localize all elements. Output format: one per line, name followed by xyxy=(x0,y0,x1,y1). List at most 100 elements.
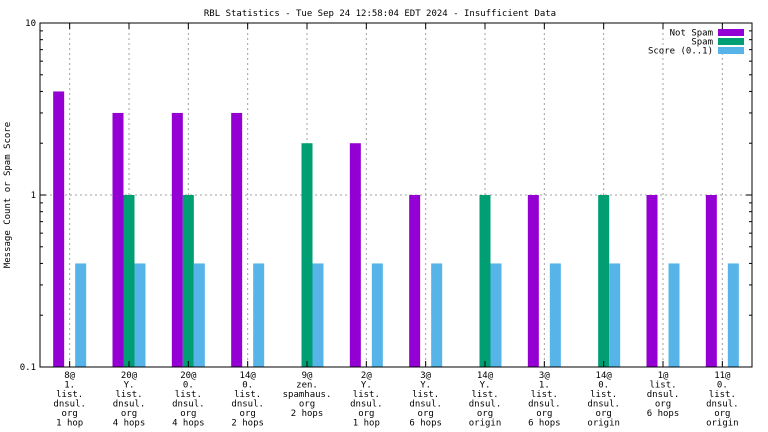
x-tick-label-line: org xyxy=(299,400,315,410)
x-tick-label-line: 1. xyxy=(539,381,550,391)
x-tick-label-line: org xyxy=(536,409,552,419)
x-tick-label: 3@ Y. list. dnsul. org 6 hops xyxy=(409,371,442,429)
x-tick-label-line: org xyxy=(62,409,78,419)
x-tick-label-line: org xyxy=(121,409,137,419)
x-tick-label-line: Y. xyxy=(480,381,491,391)
x-tick-label-line: 9@ xyxy=(302,371,313,381)
x-tick-label: 11@ 0. list. dnsul. org origin xyxy=(706,371,739,429)
x-tick-label-line: list. xyxy=(56,390,83,400)
bar-not-spam xyxy=(53,91,65,367)
bar-spam xyxy=(479,195,491,367)
bar-spam xyxy=(598,195,610,367)
x-tick-label-line: list. xyxy=(234,390,261,400)
bar-spam xyxy=(301,143,313,367)
bar-score-0-1 xyxy=(727,263,739,367)
x-tick-label-line: org xyxy=(655,400,671,410)
bar-not-spam xyxy=(646,195,658,367)
bar-not-spam xyxy=(349,143,361,367)
x-tick-label-line: list. xyxy=(531,390,558,400)
bar-spam xyxy=(182,195,194,367)
x-tick-label-line: origin xyxy=(706,419,739,429)
bar-not-spam xyxy=(409,195,421,367)
bar-score-0-1 xyxy=(609,263,621,367)
x-tick-label-line: 14@ xyxy=(240,371,257,381)
bar-spam xyxy=(123,195,135,367)
x-tick-label-line: dnsul. xyxy=(409,400,442,410)
x-tick-label-line: list. xyxy=(649,381,676,391)
bar-score-0-1 xyxy=(490,263,502,367)
bar-score-0-1 xyxy=(312,263,324,367)
x-tick-label-line: dnsul. xyxy=(350,400,383,410)
x-tick-label-line: 14@ xyxy=(596,371,613,381)
legend-swatch xyxy=(718,47,744,54)
x-tick-label-line: origin xyxy=(469,419,502,429)
x-tick-label-line: 6 hops xyxy=(647,409,680,419)
y-tick-label: 0.1 xyxy=(20,363,36,373)
x-tick-label-line: 1@ xyxy=(658,371,669,381)
x-tick-label-line: dnsul. xyxy=(172,400,205,410)
x-tick-label: 9@ zen. spamhaus. org 2 hops xyxy=(283,371,332,419)
x-tick-label-line: zen. xyxy=(296,381,318,391)
x-tick-label-line: 20@ xyxy=(121,371,138,381)
bar-score-0-1 xyxy=(431,263,443,367)
x-tick-label-line: 3@ xyxy=(420,371,431,381)
x-tick-label-line: 1 hop xyxy=(56,419,83,429)
bar-score-0-1 xyxy=(75,263,87,367)
x-tick-label-line: Y. xyxy=(420,381,431,391)
x-tick-label-line: 8@ xyxy=(64,371,75,381)
x-tick-label: 20@ Y. list. dnsul. org 4 hops xyxy=(113,371,146,429)
bar-not-spam xyxy=(527,195,539,367)
x-tick-label-line: 2 hops xyxy=(291,409,324,419)
legend-label: Spam xyxy=(691,38,713,48)
x-tick-label-line: org xyxy=(180,409,196,419)
x-tick-label-line: dnsul. xyxy=(113,400,146,410)
x-tick-label-line: list. xyxy=(412,390,439,400)
x-tick-label-line: 0. xyxy=(598,381,609,391)
x-tick-label-line: 11@ xyxy=(714,371,731,381)
bar-score-0-1 xyxy=(134,263,146,367)
x-tick-label-line: dnsul. xyxy=(647,390,680,400)
x-tick-label-line: 3@ xyxy=(539,371,550,381)
x-tick-label-line: 0. xyxy=(717,381,728,391)
x-tick-label: 14@ Y. list. dnsul. org origin xyxy=(469,371,502,429)
x-tick-label-line: 14@ xyxy=(477,371,494,381)
x-tick-label-line: 1 hop xyxy=(353,419,380,429)
x-tick-label-line: dnsul. xyxy=(706,400,739,410)
x-tick-label-line: list. xyxy=(353,390,380,400)
chart-title: RBL Statistics - Tue Sep 24 12:58:04 EDT… xyxy=(204,9,556,19)
x-tick-label-line: list. xyxy=(175,390,202,400)
legend-label: Score (0..1) xyxy=(648,47,713,57)
x-tick-label-line: org xyxy=(358,409,374,419)
bar-not-spam xyxy=(171,112,183,367)
x-tick-label-line: org xyxy=(596,409,612,419)
x-tick-label-line: dnsul. xyxy=(53,400,86,410)
x-tick-label: 2@ Y. list. dnsul. org 1 hop xyxy=(350,371,383,429)
x-tick-label-line: org xyxy=(714,409,730,419)
x-tick-label: 14@ 0. list. dnsul. org 2 hops xyxy=(231,371,264,429)
x-tick-label-line: dnsul. xyxy=(587,400,620,410)
x-tick-label-line: 4 hops xyxy=(172,419,205,429)
bar-score-0-1 xyxy=(371,263,383,367)
x-tick-label-line: list. xyxy=(590,390,617,400)
bar-not-spam xyxy=(112,112,124,367)
bar-not-spam xyxy=(705,195,717,367)
bar-score-0-1 xyxy=(668,263,680,367)
plot-frame xyxy=(39,22,753,368)
x-tick-label: 3@ 1. list. dnsul. org 6 hops xyxy=(528,371,561,429)
x-tick-label-line: Y. xyxy=(361,381,372,391)
bar-not-spam xyxy=(231,112,243,367)
x-tick-label-line: 0. xyxy=(183,381,194,391)
x-tick-label: 14@ 0. list. dnsul. org origin xyxy=(587,371,620,429)
y-tick-label: 1 xyxy=(31,191,36,201)
x-tick-label-line: list. xyxy=(709,390,736,400)
x-tick-label-line: 2@ xyxy=(361,371,372,381)
x-tick-label-line: 6 hops xyxy=(528,419,561,429)
legend-swatch xyxy=(718,29,744,36)
y-tick-label: 10 xyxy=(25,19,36,29)
x-tick-label-line: spamhaus. xyxy=(283,390,332,400)
bar-score-0-1 xyxy=(549,263,561,367)
bar-score-0-1 xyxy=(253,263,265,367)
bar-score-0-1 xyxy=(193,263,205,367)
x-tick-label-line: 2 hops xyxy=(231,419,264,429)
